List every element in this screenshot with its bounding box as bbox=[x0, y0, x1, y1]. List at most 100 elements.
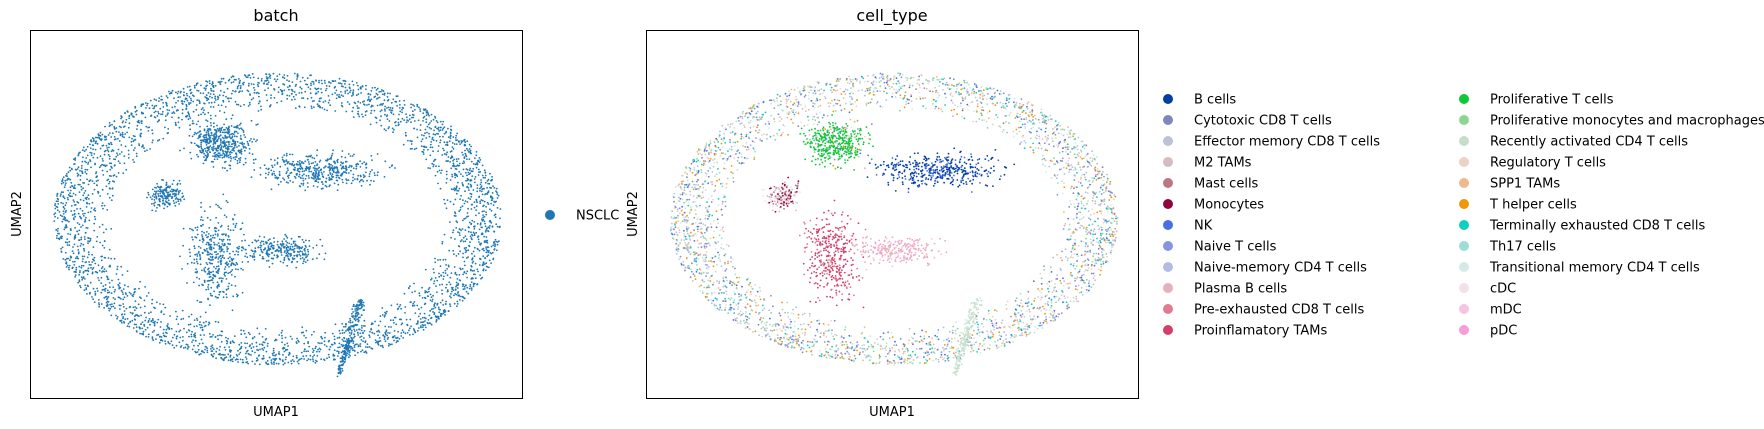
scatter-point bbox=[60, 201, 63, 204]
scatter-point bbox=[439, 258, 442, 261]
scatter-point bbox=[412, 328, 415, 330]
scatter-point bbox=[211, 96, 214, 99]
scatter-point bbox=[321, 82, 323, 85]
scatter-point bbox=[261, 343, 263, 346]
scatter-point bbox=[310, 162, 313, 165]
scatter-point bbox=[369, 93, 372, 96]
scatter-point bbox=[377, 324, 380, 327]
scatter-point bbox=[256, 139, 258, 141]
scatter-point bbox=[69, 169, 72, 172]
scatter-point bbox=[68, 268, 70, 271]
scatter-point bbox=[264, 89, 266, 92]
scatter-point bbox=[236, 87, 239, 90]
scatter-point bbox=[124, 145, 127, 148]
scatter-point bbox=[236, 135, 238, 138]
scatter-point bbox=[192, 229, 195, 232]
scatter-point bbox=[305, 155, 308, 158]
scatter-point bbox=[318, 81, 320, 84]
scatter-point bbox=[92, 156, 95, 159]
scatter-point bbox=[80, 266, 83, 269]
scatter-point bbox=[480, 190, 483, 193]
scatter-point bbox=[450, 272, 453, 274]
scatter-point bbox=[95, 141, 97, 143]
scatter-point bbox=[432, 163, 435, 166]
scatter-point bbox=[301, 161, 303, 164]
scatter-point bbox=[357, 100, 360, 103]
scatter-point bbox=[209, 129, 212, 131]
scatter-point bbox=[200, 201, 203, 204]
scatter-point bbox=[176, 92, 179, 95]
scatter-point bbox=[277, 250, 280, 252]
scatter-point bbox=[293, 247, 296, 250]
scatter-point bbox=[128, 325, 131, 328]
scatter-point bbox=[311, 348, 314, 350]
scatter-point bbox=[134, 290, 136, 293]
scatter-point bbox=[219, 83, 222, 86]
scatter-point bbox=[77, 249, 80, 251]
scatter-point bbox=[281, 240, 284, 243]
scatter-point bbox=[230, 97, 232, 100]
scatter-point bbox=[166, 104, 169, 107]
scatter-point bbox=[422, 120, 424, 122]
scatter-point bbox=[113, 164, 116, 167]
scatter-point bbox=[494, 243, 496, 246]
scatter-point bbox=[294, 166, 296, 169]
scatter-point bbox=[328, 339, 330, 342]
scatter-point bbox=[108, 182, 110, 185]
scatter-point bbox=[444, 258, 447, 261]
scatter-point bbox=[335, 97, 338, 100]
scatter-point bbox=[368, 173, 371, 175]
scatter-point bbox=[313, 354, 316, 357]
scatter-point bbox=[198, 134, 201, 137]
scatter-point bbox=[132, 135, 135, 137]
scatter-point bbox=[279, 243, 282, 245]
scatter-point bbox=[218, 349, 221, 351]
scatter-point bbox=[221, 353, 223, 356]
scatter-point bbox=[475, 231, 478, 234]
scatter-point bbox=[428, 135, 431, 138]
scatter-point bbox=[203, 334, 206, 336]
scatter-point bbox=[79, 183, 81, 186]
scatter-point bbox=[203, 102, 206, 105]
scatter-point bbox=[67, 189, 69, 192]
scatter-point bbox=[379, 315, 382, 317]
scatter-point bbox=[363, 337, 365, 339]
scatter-point bbox=[148, 312, 150, 315]
scatter-point bbox=[177, 121, 180, 124]
scatter-point bbox=[159, 339, 162, 342]
scatter-point bbox=[196, 226, 199, 229]
scatter-point bbox=[286, 342, 289, 345]
scatter-point bbox=[147, 191, 150, 194]
scatter-point bbox=[299, 250, 302, 253]
scatter-point bbox=[133, 323, 136, 326]
scatter-point bbox=[334, 342, 336, 345]
scatter-point bbox=[211, 256, 214, 259]
scatter-point bbox=[175, 335, 178, 338]
scatter-point bbox=[229, 160, 232, 162]
scatter-point bbox=[452, 159, 454, 162]
scatter-point bbox=[80, 264, 83, 267]
scatter-point bbox=[440, 172, 442, 174]
scatter-point bbox=[345, 354, 348, 357]
scatter-point bbox=[287, 257, 290, 260]
scatter-point bbox=[62, 218, 65, 221]
scatter-point bbox=[443, 310, 445, 313]
scatter-point bbox=[203, 268, 206, 270]
scatter-point bbox=[470, 289, 473, 291]
scatter-point bbox=[79, 284, 81, 287]
scatter-point bbox=[212, 139, 215, 141]
scatter-point bbox=[401, 106, 404, 109]
scatter-point bbox=[450, 293, 452, 295]
scatter-point bbox=[478, 249, 481, 252]
scatter-point bbox=[473, 221, 476, 223]
scatter-point bbox=[266, 77, 268, 80]
scatter-point bbox=[88, 240, 91, 243]
scatter-point bbox=[65, 266, 68, 268]
scatter-point bbox=[446, 274, 449, 276]
scatter-point bbox=[467, 215, 469, 218]
scatter-point bbox=[423, 145, 426, 148]
scatter-point bbox=[444, 272, 447, 274]
scatter-point bbox=[106, 276, 109, 279]
scatter-point bbox=[247, 74, 250, 77]
scatter-point bbox=[149, 148, 152, 150]
